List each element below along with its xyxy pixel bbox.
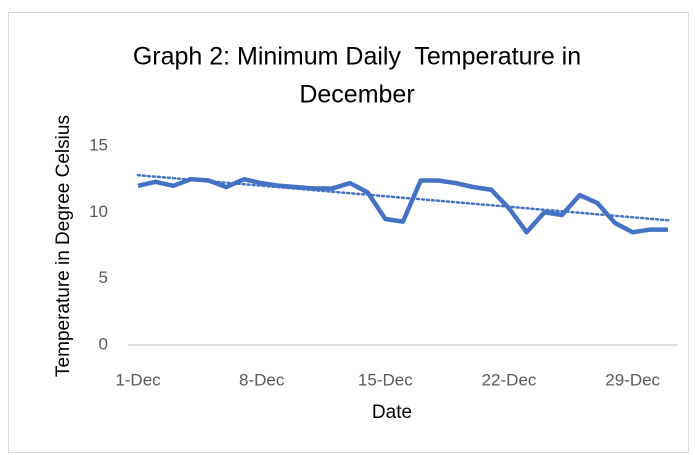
y-tick-label: 15 [89, 135, 108, 154]
y-tick-label: 0 [99, 334, 108, 353]
x-tick-label: 15-Dec [358, 370, 413, 389]
x-tick-label: 22-Dec [482, 370, 537, 389]
y-tick-label: 5 [99, 268, 108, 287]
chart-title: Graph 2: Minimum Daily Temperature in [133, 43, 581, 71]
y-tick-label: 10 [89, 202, 108, 221]
x-tick-label: 29-Dec [605, 370, 660, 389]
data-line [137, 176, 668, 235]
trendline [136, 173, 670, 222]
chart-border [8, 12, 689, 453]
x-tick-label: 1-Dec [115, 370, 161, 389]
x-axis-title: Date [372, 402, 412, 423]
chart-title: December [299, 81, 414, 109]
x-tick-label: 8-Dec [239, 370, 285, 389]
y-axis-title: Temperature in Degree Celsius [53, 115, 74, 377]
